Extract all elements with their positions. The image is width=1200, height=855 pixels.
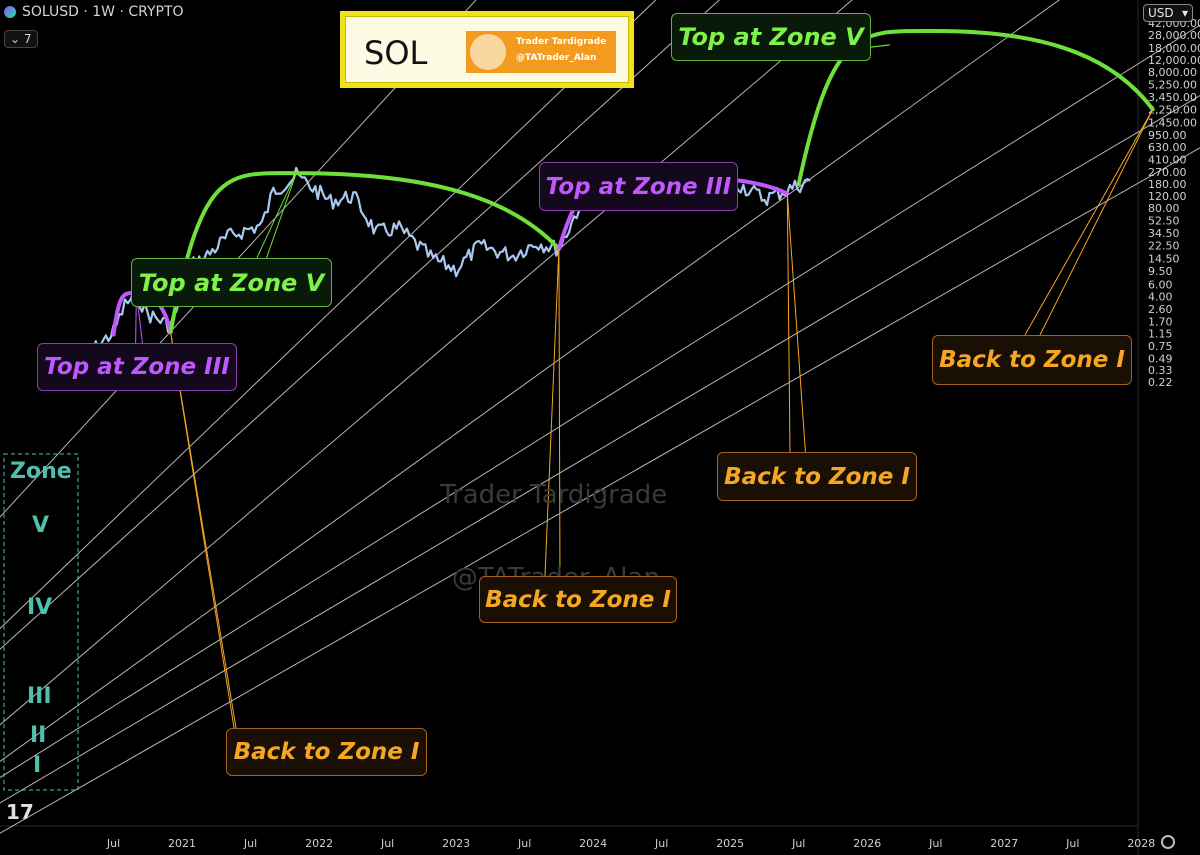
channel-line — [0, 94, 1200, 804]
x-tick-label: Jul — [791, 837, 805, 850]
zone-label-v: V — [32, 513, 50, 538]
x-tick-label: Jul — [1065, 837, 1079, 850]
zone-label-iv: IV — [27, 595, 53, 620]
y-tick-label: 2,250.00 — [1148, 103, 1197, 116]
y-tick-label: 4.00 — [1148, 290, 1173, 303]
x-tick-label: 2023 — [442, 837, 470, 850]
x-tick-label: 2026 — [853, 837, 881, 850]
channel-line — [0, 147, 1200, 834]
y-tick-label: 180.00 — [1148, 178, 1187, 191]
y-tick-label: 6.00 — [1148, 278, 1173, 291]
y-tick-label: 1.70 — [1148, 316, 1173, 329]
currency-label: USD — [1148, 6, 1174, 20]
y-tick-label: 9.50 — [1148, 265, 1173, 278]
solana-icon — [4, 6, 16, 18]
y-tick-label: 3,450.00 — [1148, 91, 1197, 104]
y-tick-label: 5,250.00 — [1148, 78, 1197, 91]
indicator-count: 7 — [23, 32, 32, 46]
channel-line — [0, 0, 721, 650]
badge-line2: @TATrader_Alan — [516, 53, 597, 63]
chevron-down-icon: ⌄ — [10, 32, 21, 46]
symbol-header[interactable]: SOLUSD · 1W · CRYPTO — [4, 4, 184, 20]
annotation-top-zone5-2021: Top at Zone V — [131, 258, 332, 307]
x-tick-label: 2021 — [168, 837, 196, 850]
y-tick-label: 12,000.00 — [1148, 54, 1200, 67]
x-tick-label: 2025 — [716, 837, 744, 850]
annotation-back-zone1-2023: Back to Zone I — [479, 576, 677, 623]
annotation-pointer — [786, 193, 791, 453]
y-tick-label: 120.00 — [1148, 190, 1187, 203]
y-tick-label: 52.50 — [1148, 214, 1180, 227]
indicator-toggle[interactable]: ⌄ 7 — [4, 30, 38, 48]
channel-line — [0, 0, 1061, 762]
x-tick-label: 2024 — [579, 837, 607, 850]
annotation-pointer — [786, 193, 807, 461]
cycle-arc — [168, 171, 561, 334]
y-tick-label: 8,000.00 — [1148, 66, 1197, 79]
y-tick-label: 410.00 — [1148, 154, 1187, 167]
zone-label-iii: III — [27, 684, 52, 709]
badge-line1: Trader Tardigrade — [516, 37, 607, 47]
y-tick-label: 1,450.00 — [1148, 116, 1197, 129]
annotation-back-zone1-2025: Back to Zone I — [717, 452, 917, 501]
annotation-pointer — [1039, 109, 1154, 336]
annotation-back-zone1-2020: Back to Zone I — [226, 728, 427, 776]
annotation-top-zone3-2024: Top at Zone III — [539, 162, 738, 211]
y-tick-label: 0.49 — [1148, 352, 1173, 365]
zone-label-ii: II — [30, 723, 47, 748]
x-tick-label: 2028 — [1127, 837, 1155, 850]
annotation-pointer — [544, 248, 560, 577]
y-tick-label: 0.33 — [1148, 364, 1173, 377]
annotation-back-zone1-2028: Back to Zone I — [932, 335, 1132, 385]
y-tick-label: 630.00 — [1148, 141, 1187, 154]
annotation-top-zone3-2021: Top at Zone III — [37, 343, 237, 391]
symbol-title: SOLUSD · 1W · CRYPTO — [22, 4, 184, 20]
zone-label-i: I — [33, 753, 42, 778]
y-tick-label: 80.00 — [1148, 202, 1180, 215]
y-tick-label: 18,000.00 — [1148, 42, 1200, 55]
cycle-arc — [796, 28, 1155, 187]
channel-line — [0, 24, 1200, 779]
sol-logo-banner: SOL Trader Tardigrade @TATrader_Alan — [340, 11, 634, 88]
currency-select[interactable]: USD ▾ — [1143, 4, 1193, 22]
y-tick-label: 2.60 — [1148, 303, 1173, 316]
x-tick-label: 2027 — [990, 837, 1018, 850]
y-tick-label: 28,000.00 — [1148, 29, 1200, 42]
y-tick-label: 0.75 — [1148, 340, 1173, 353]
annotation-pointer — [170, 331, 237, 729]
channel-line — [0, 0, 657, 630]
annotation-top-zone5-2026: Top at Zone V — [671, 13, 871, 61]
annotation-pointer — [558, 248, 561, 589]
tardigrade-icon — [470, 34, 506, 70]
y-tick-label: 0.22 — [1148, 376, 1173, 389]
zone-legend-box — [3, 453, 79, 791]
annotation-pointer — [1024, 109, 1154, 336]
tradingview-logo: 17 — [6, 800, 34, 824]
zone-title: Zone — [10, 459, 72, 484]
watermark-line1: Trader Tardigrade — [440, 480, 668, 510]
x-tick-label: Jul — [654, 837, 668, 850]
x-tick-label: Jul — [928, 837, 942, 850]
y-tick-label: 950.00 — [1148, 129, 1187, 142]
x-tick-label: Jul — [380, 837, 394, 850]
x-tick-label: 2022 — [305, 837, 333, 850]
gear-icon — [1161, 835, 1175, 849]
y-tick-label: 270.00 — [1148, 166, 1187, 179]
chevron-down-icon: ▾ — [1181, 6, 1188, 20]
y-tick-label: 34.50 — [1148, 227, 1180, 240]
y-tick-label: 22.50 — [1148, 239, 1180, 252]
y-tick-label: 1.15 — [1148, 327, 1173, 340]
logo-symbol: SOL — [364, 34, 428, 72]
author-badge: Trader Tardigrade @TATrader_Alan — [466, 31, 616, 73]
x-tick-label: Jul — [243, 837, 257, 850]
x-tick-label: Jul — [517, 837, 531, 850]
x-tick-label: Jul — [106, 837, 120, 850]
y-tick-label: 14.50 — [1148, 252, 1180, 265]
